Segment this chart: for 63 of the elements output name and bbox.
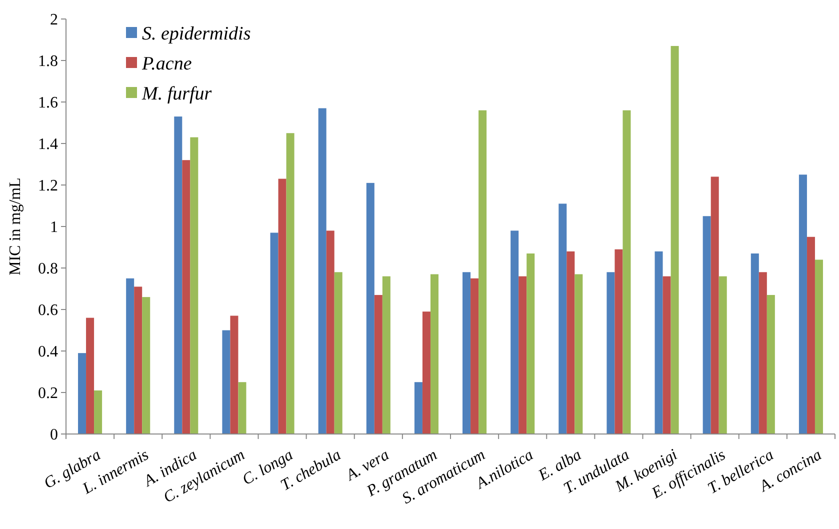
bar bbox=[430, 274, 438, 434]
bar bbox=[766, 294, 775, 434]
bar bbox=[190, 137, 198, 434]
bar bbox=[422, 312, 430, 434]
bar bbox=[814, 260, 823, 434]
bar bbox=[670, 46, 679, 434]
bar bbox=[382, 276, 390, 434]
bar bbox=[518, 276, 527, 434]
bar bbox=[574, 274, 583, 434]
bar bbox=[758, 272, 767, 434]
y-tick-label: 0.2 bbox=[38, 385, 58, 402]
bar bbox=[134, 286, 142, 434]
bar bbox=[462, 272, 471, 434]
bar bbox=[238, 382, 246, 434]
bar bbox=[278, 178, 286, 434]
bar bbox=[270, 232, 278, 434]
legend-label: M. furfur bbox=[141, 84, 212, 105]
bar bbox=[222, 330, 230, 434]
y-tick-label: 1 bbox=[50, 219, 58, 236]
bar bbox=[374, 294, 382, 434]
bar bbox=[702, 216, 711, 434]
bar bbox=[750, 253, 759, 434]
bar bbox=[718, 276, 727, 434]
bar bbox=[510, 230, 519, 434]
y-tick-label: 1.4 bbox=[38, 136, 58, 154]
bar bbox=[478, 110, 487, 434]
y-axis-title: MIC in mg/mL bbox=[7, 178, 24, 276]
y-tick-label: 1.2 bbox=[38, 178, 58, 195]
bar bbox=[526, 253, 535, 434]
bar bbox=[174, 116, 182, 434]
bar bbox=[622, 110, 631, 434]
y-tick-label: 0.8 bbox=[38, 260, 58, 278]
legend-label: S. epidermidis bbox=[142, 24, 251, 45]
bar bbox=[78, 353, 86, 434]
bar bbox=[126, 278, 134, 434]
y-tick-label: 1.8 bbox=[38, 53, 58, 70]
bar bbox=[286, 133, 294, 434]
bar bbox=[710, 176, 719, 434]
bar bbox=[558, 204, 567, 434]
bar bbox=[326, 230, 334, 434]
bar bbox=[662, 276, 671, 434]
bar bbox=[318, 108, 326, 434]
bar bbox=[334, 272, 342, 434]
y-tick-label: 0 bbox=[50, 426, 58, 444]
bar bbox=[806, 236, 815, 434]
y-tick-label: 0.4 bbox=[38, 344, 58, 361]
bar bbox=[614, 249, 623, 434]
bar bbox=[230, 316, 238, 434]
y-tick-label: 1.6 bbox=[38, 94, 58, 112]
bar bbox=[470, 278, 479, 434]
legend-label: P.acne bbox=[141, 54, 192, 75]
bar bbox=[142, 297, 150, 434]
bar bbox=[86, 318, 94, 434]
bar bbox=[654, 251, 663, 434]
y-tick-label: 0.6 bbox=[38, 302, 58, 320]
bar bbox=[366, 182, 374, 434]
bar bbox=[798, 174, 807, 434]
bar bbox=[94, 390, 102, 434]
bar bbox=[566, 251, 575, 434]
y-tick-label: 2 bbox=[50, 12, 58, 29]
bar bbox=[414, 382, 422, 434]
bar bbox=[606, 272, 615, 434]
bar bbox=[182, 160, 190, 434]
